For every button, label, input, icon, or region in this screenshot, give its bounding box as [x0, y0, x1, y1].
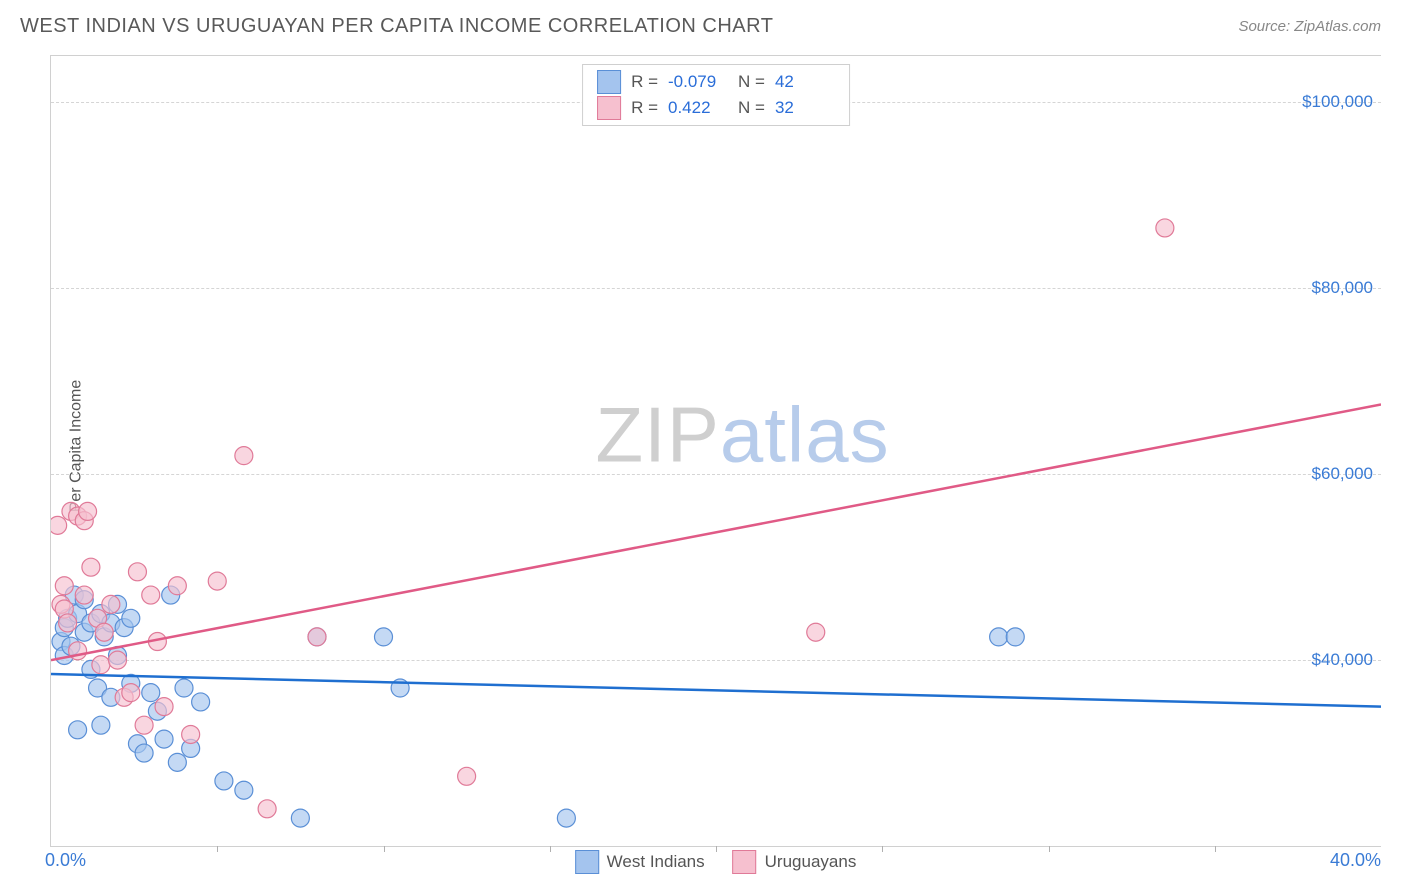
data-point [375, 628, 393, 646]
chart-title: WEST INDIAN VS URUGUAYAN PER CAPITA INCO… [20, 15, 773, 38]
data-point [55, 577, 73, 595]
data-point [142, 586, 160, 604]
data-point [291, 809, 309, 827]
legend-item-a: West Indians [575, 850, 705, 874]
series-legend: West Indians Uruguayans [575, 850, 857, 874]
data-point [51, 516, 67, 534]
legend-label-b: Uruguayans [765, 852, 857, 872]
data-point [168, 753, 186, 771]
swatch-b-icon [597, 96, 621, 120]
data-point [75, 586, 93, 604]
data-point [92, 716, 110, 734]
swatch-a-icon [575, 850, 599, 874]
data-point [208, 572, 226, 590]
data-point [95, 623, 113, 641]
data-point [557, 809, 575, 827]
n-label: N = [738, 98, 765, 118]
scatter-plot-svg [51, 56, 1381, 846]
data-point [109, 651, 127, 669]
x-max-label: 40.0% [1330, 850, 1381, 871]
n-value-a: 42 [775, 72, 835, 92]
stats-legend: R = -0.079 N = 42 R = 0.422 N = 32 [582, 64, 850, 126]
data-point [1156, 219, 1174, 237]
r-label: R = [631, 98, 658, 118]
r-value-b: 0.422 [668, 98, 728, 118]
data-point [215, 772, 233, 790]
data-point [128, 563, 146, 581]
data-point [135, 744, 153, 762]
data-point [1006, 628, 1024, 646]
legend-label-a: West Indians [607, 852, 705, 872]
n-value-b: 32 [775, 98, 835, 118]
data-point [235, 781, 253, 799]
data-point [807, 623, 825, 641]
data-point [192, 693, 210, 711]
data-point [122, 684, 140, 702]
data-point [92, 656, 110, 674]
data-point [308, 628, 326, 646]
data-point [69, 721, 87, 739]
x-min-label: 0.0% [45, 850, 86, 871]
data-point [102, 595, 120, 613]
source-label: Source: ZipAtlas.com [1238, 18, 1381, 35]
chart-plot-area: ZIPatlas R = -0.079 N = 42 R = 0.422 N =… [50, 55, 1381, 847]
data-point [155, 730, 173, 748]
data-point [168, 577, 186, 595]
swatch-a-icon [597, 70, 621, 94]
trend-line [51, 405, 1381, 661]
r-value-a: -0.079 [668, 72, 728, 92]
data-point [142, 684, 160, 702]
stats-row-a: R = -0.079 N = 42 [597, 69, 835, 95]
trend-line [51, 674, 1381, 707]
data-point [82, 558, 100, 576]
data-point [175, 679, 193, 697]
data-point [59, 614, 77, 632]
x-axis: 0.0% West Indians Uruguayans 40.0% [50, 850, 1381, 880]
n-label: N = [738, 72, 765, 92]
data-point [155, 698, 173, 716]
data-point [182, 725, 200, 743]
data-point [122, 609, 140, 627]
r-label: R = [631, 72, 658, 92]
data-point [258, 800, 276, 818]
stats-row-b: R = 0.422 N = 32 [597, 95, 835, 121]
data-point [235, 447, 253, 465]
data-point [135, 716, 153, 734]
swatch-b-icon [733, 850, 757, 874]
data-point [79, 502, 97, 520]
legend-item-b: Uruguayans [733, 850, 857, 874]
data-point [990, 628, 1008, 646]
data-point [458, 767, 476, 785]
